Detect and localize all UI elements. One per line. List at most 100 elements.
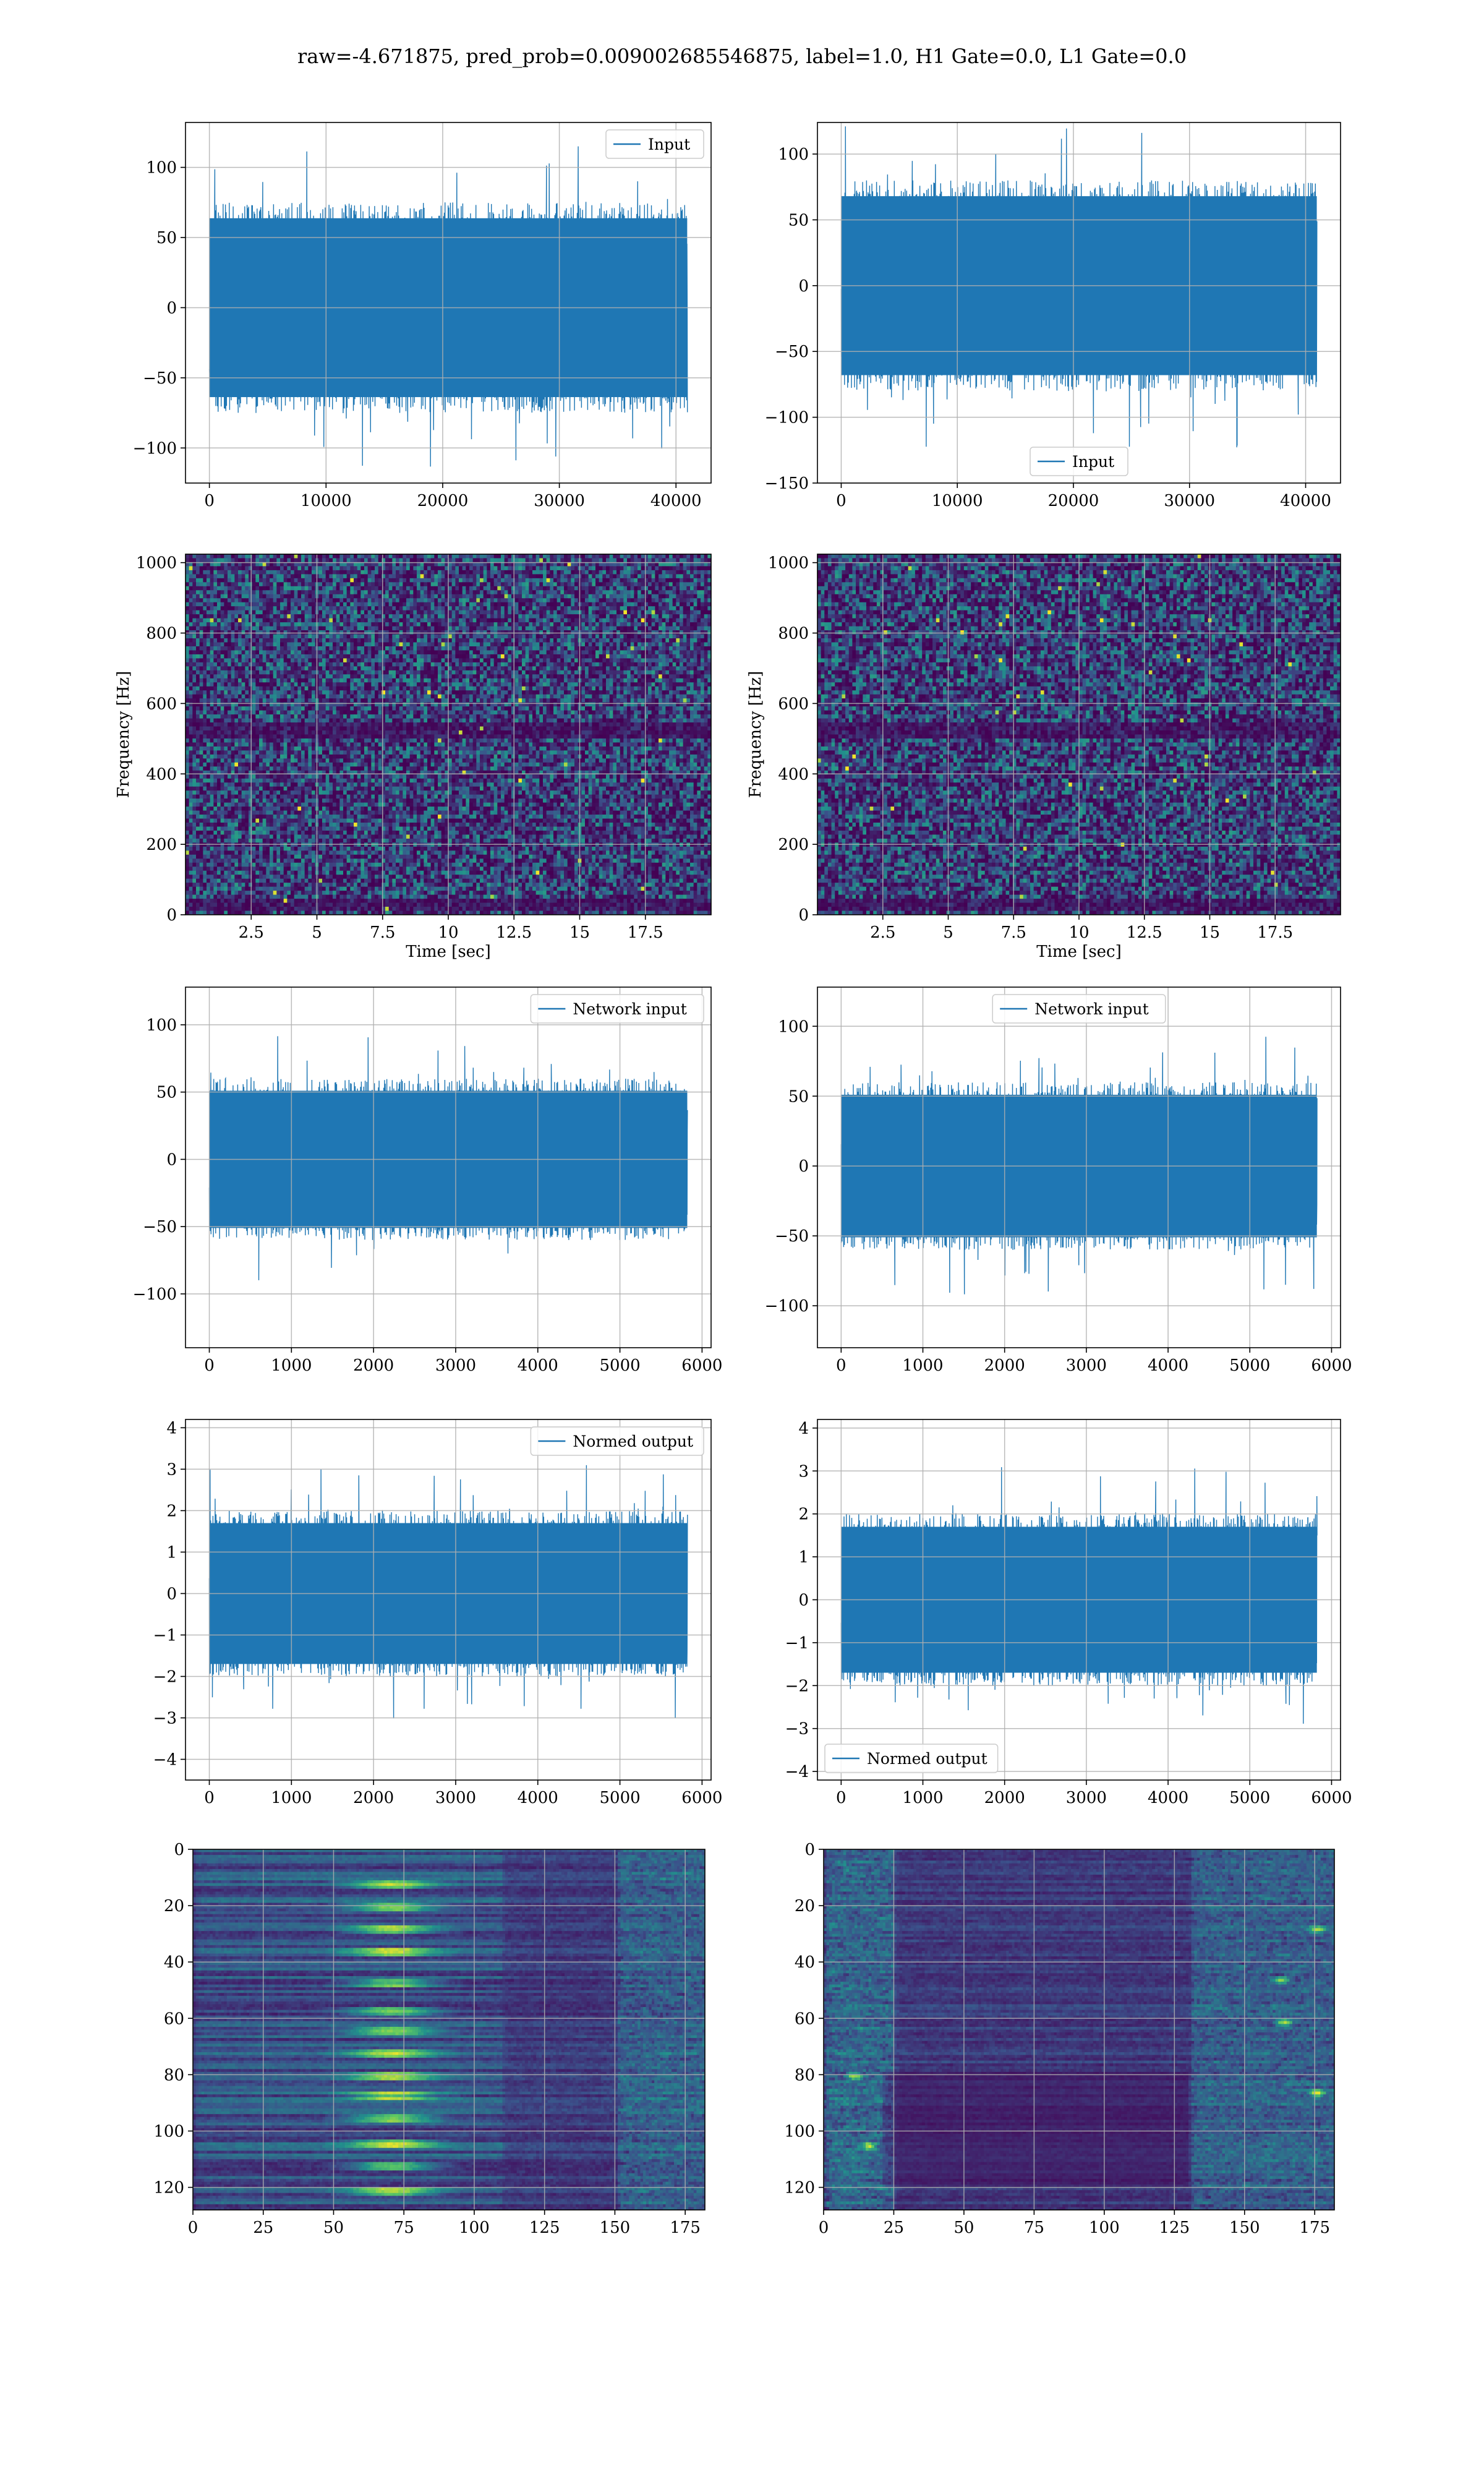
heatmap-cell: [472, 586, 477, 591]
heatmap-cell: [707, 626, 711, 631]
heatmap-cell: [680, 598, 684, 603]
heatmap-cell: [245, 618, 249, 623]
heatmap-cell: [413, 670, 417, 675]
heatmap-cell: [346, 654, 351, 659]
heatmap-cell: [441, 602, 445, 607]
heatmap-cell: [659, 614, 663, 619]
heatmap-cell: [609, 622, 613, 627]
heatmap-cell: [196, 606, 200, 611]
heatmap-cell: [669, 614, 673, 619]
heatmap-cell: [501, 566, 505, 571]
heatmap-cell: [186, 594, 190, 599]
heatmap-cell: [543, 618, 547, 623]
heatmap-cell: [616, 674, 621, 679]
heatmap-cell: [304, 674, 309, 679]
heatmap-cell: [241, 678, 245, 683]
heatmap-cell: [522, 594, 526, 599]
heatmap-cell: [396, 562, 400, 567]
heatmap-cell: [413, 574, 417, 579]
heatmap-cell: [262, 670, 267, 675]
heatmap-cell: [333, 618, 337, 623]
heatmap-cell: [413, 582, 417, 587]
heatmap-cell: [448, 642, 453, 647]
heatmap-cell: [680, 558, 684, 563]
heatmap-cell: [539, 582, 544, 587]
heatmap-cell: [350, 630, 354, 635]
heatmap-cell: [252, 626, 256, 631]
heatmap-cell: [683, 582, 687, 587]
heatmap-cell: [448, 666, 453, 671]
heatmap-cell: [186, 662, 190, 667]
heatmap-cell: [308, 554, 312, 559]
heatmap-cell: [266, 554, 270, 559]
heatmap-cell: [651, 626, 655, 631]
heatmap-cell: [701, 598, 705, 603]
heatmap-cell: [445, 590, 449, 595]
heatmap-cell: [403, 614, 407, 619]
heatmap-cell: [325, 622, 330, 627]
heatmap-cell: [616, 638, 621, 643]
heatmap-cell: [189, 682, 193, 687]
heatmap-cell: [651, 578, 655, 583]
heatmap-cell: [280, 574, 284, 579]
heatmap-cell: [490, 566, 495, 571]
heatmap-cell: [602, 666, 607, 671]
heatmap-cell: [514, 630, 519, 635]
heatmap-cell: [343, 586, 348, 591]
heatmap-cell: [574, 682, 579, 687]
heatmap-cell: [525, 610, 529, 615]
plot-area: [186, 122, 711, 483]
heatmap-cell: [511, 598, 516, 603]
heatmap-cell: [606, 674, 610, 679]
heatmap-cell: [535, 674, 540, 679]
heatmap-cell: [638, 678, 642, 683]
heatmap-cell: [297, 626, 302, 631]
heatmap-cell: [487, 578, 491, 583]
heatmap-cell: [255, 614, 260, 619]
heatmap-cell: [189, 562, 193, 567]
heatmap-cell: [301, 666, 305, 671]
heatmap-cell: [325, 554, 330, 559]
heatmap-cell: [339, 598, 344, 603]
heatmap-cell: [430, 606, 435, 611]
heatmap-cell: [680, 642, 684, 647]
heatmap-cell: [606, 670, 610, 675]
heatmap-cell: [550, 578, 554, 583]
heatmap-cell: [497, 594, 501, 599]
heatmap-cell: [413, 614, 417, 619]
heatmap-cell: [287, 554, 291, 559]
heatmap-cell: [693, 614, 697, 619]
heatmap-cell: [312, 678, 316, 683]
heatmap-cell: [504, 630, 508, 635]
heatmap-cell: [287, 570, 291, 575]
heatmap-cell: [504, 622, 508, 627]
heatmap-cell: [518, 590, 522, 595]
heatmap-cell: [462, 682, 466, 687]
heatmap-cell: [588, 574, 592, 579]
heatmap-cell: [339, 662, 344, 667]
heatmap-cell: [203, 650, 207, 655]
heatmap-cell: [518, 614, 522, 619]
heatmap-cell: [462, 554, 466, 559]
heatmap-cell: [312, 622, 316, 627]
heatmap-cell: [529, 618, 533, 623]
heatmap-cell: [459, 626, 463, 631]
heatmap-cell: [273, 654, 277, 659]
heatmap-cell: [346, 678, 351, 683]
heatmap-cell: [409, 594, 414, 599]
heatmap-cell: [308, 658, 312, 663]
heatmap-cell: [539, 682, 544, 687]
heatmap-cell: [420, 558, 424, 563]
heatmap-cell: [192, 618, 197, 623]
heatmap-cell: [336, 670, 340, 675]
heatmap-cell: [469, 562, 474, 567]
heatmap-cell: [262, 658, 267, 663]
heatmap-cell: [291, 566, 295, 571]
heatmap-cell: [339, 574, 344, 579]
heatmap-cell: [333, 630, 337, 635]
heatmap-cell: [231, 554, 235, 559]
heatmap-cell: [472, 610, 477, 615]
heatmap-cell: [550, 626, 554, 631]
heatmap-cell: [336, 650, 340, 655]
heatmap-cell: [476, 606, 480, 611]
